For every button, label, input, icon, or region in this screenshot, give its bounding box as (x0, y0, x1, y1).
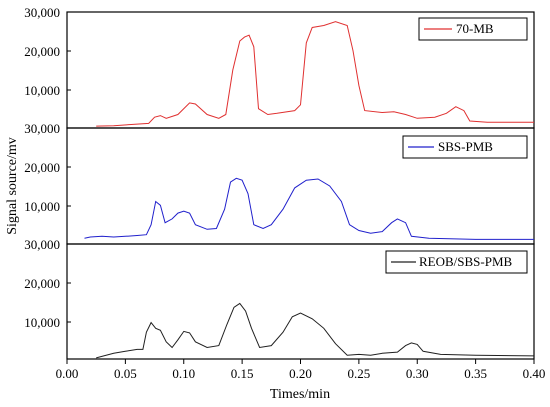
legend-box (385, 250, 528, 274)
series-line-reob-sbs-pmb (96, 302, 535, 359)
x-tick-label: 0.35 (464, 366, 487, 381)
y-tick-label: 20,000 (24, 276, 60, 291)
x-tick-label: 0.05 (114, 366, 137, 381)
legend-70-mb: 70-MB (418, 17, 528, 41)
legend-label: SBS-PMB (438, 139, 493, 154)
x-tick-label: 0.20 (289, 366, 312, 381)
x-tick-label: 0.40 (523, 366, 546, 381)
x-tick-label: 0.00 (56, 366, 79, 381)
x-tick-label: 0.15 (231, 366, 254, 381)
y-tick-label: 10,000 (24, 83, 60, 98)
x-tick-label: 0.25 (348, 366, 371, 381)
y-tick-label: 30,000 (24, 5, 60, 20)
x-tick-label: 0.30 (406, 366, 429, 381)
y-tick-label: 20,000 (24, 160, 60, 175)
legend-box (418, 17, 528, 41)
legend-label: REOB/SBS-PMB (419, 254, 513, 269)
y-tick-label: 10,000 (24, 199, 60, 214)
series-line-70-mb (96, 21, 534, 127)
legend-reob-sbs-pmb: REOB/SBS-PMB (385, 250, 528, 274)
y-tick-label: 30,000 (24, 237, 60, 252)
series-line-sbs-pmb (84, 177, 534, 240)
legend-box (402, 135, 528, 159)
x-tick-label: 0.10 (172, 366, 195, 381)
y-axis-title: Signal source/mv (5, 137, 20, 235)
x-axis-title: Times/min (270, 387, 330, 402)
y-tick-label: 30,000 (24, 121, 60, 136)
x-axis: 0.00 0.05 0.10 0.15 0.20 0.25 0.30 0.35 0.40 (56, 359, 546, 381)
y-tick-label: 20,000 (24, 44, 60, 59)
legend-sbs-pmb: SBS-PMB (402, 135, 528, 159)
y-tick-label: 10,000 (24, 315, 60, 330)
legend-label: 70-MB (456, 21, 494, 36)
